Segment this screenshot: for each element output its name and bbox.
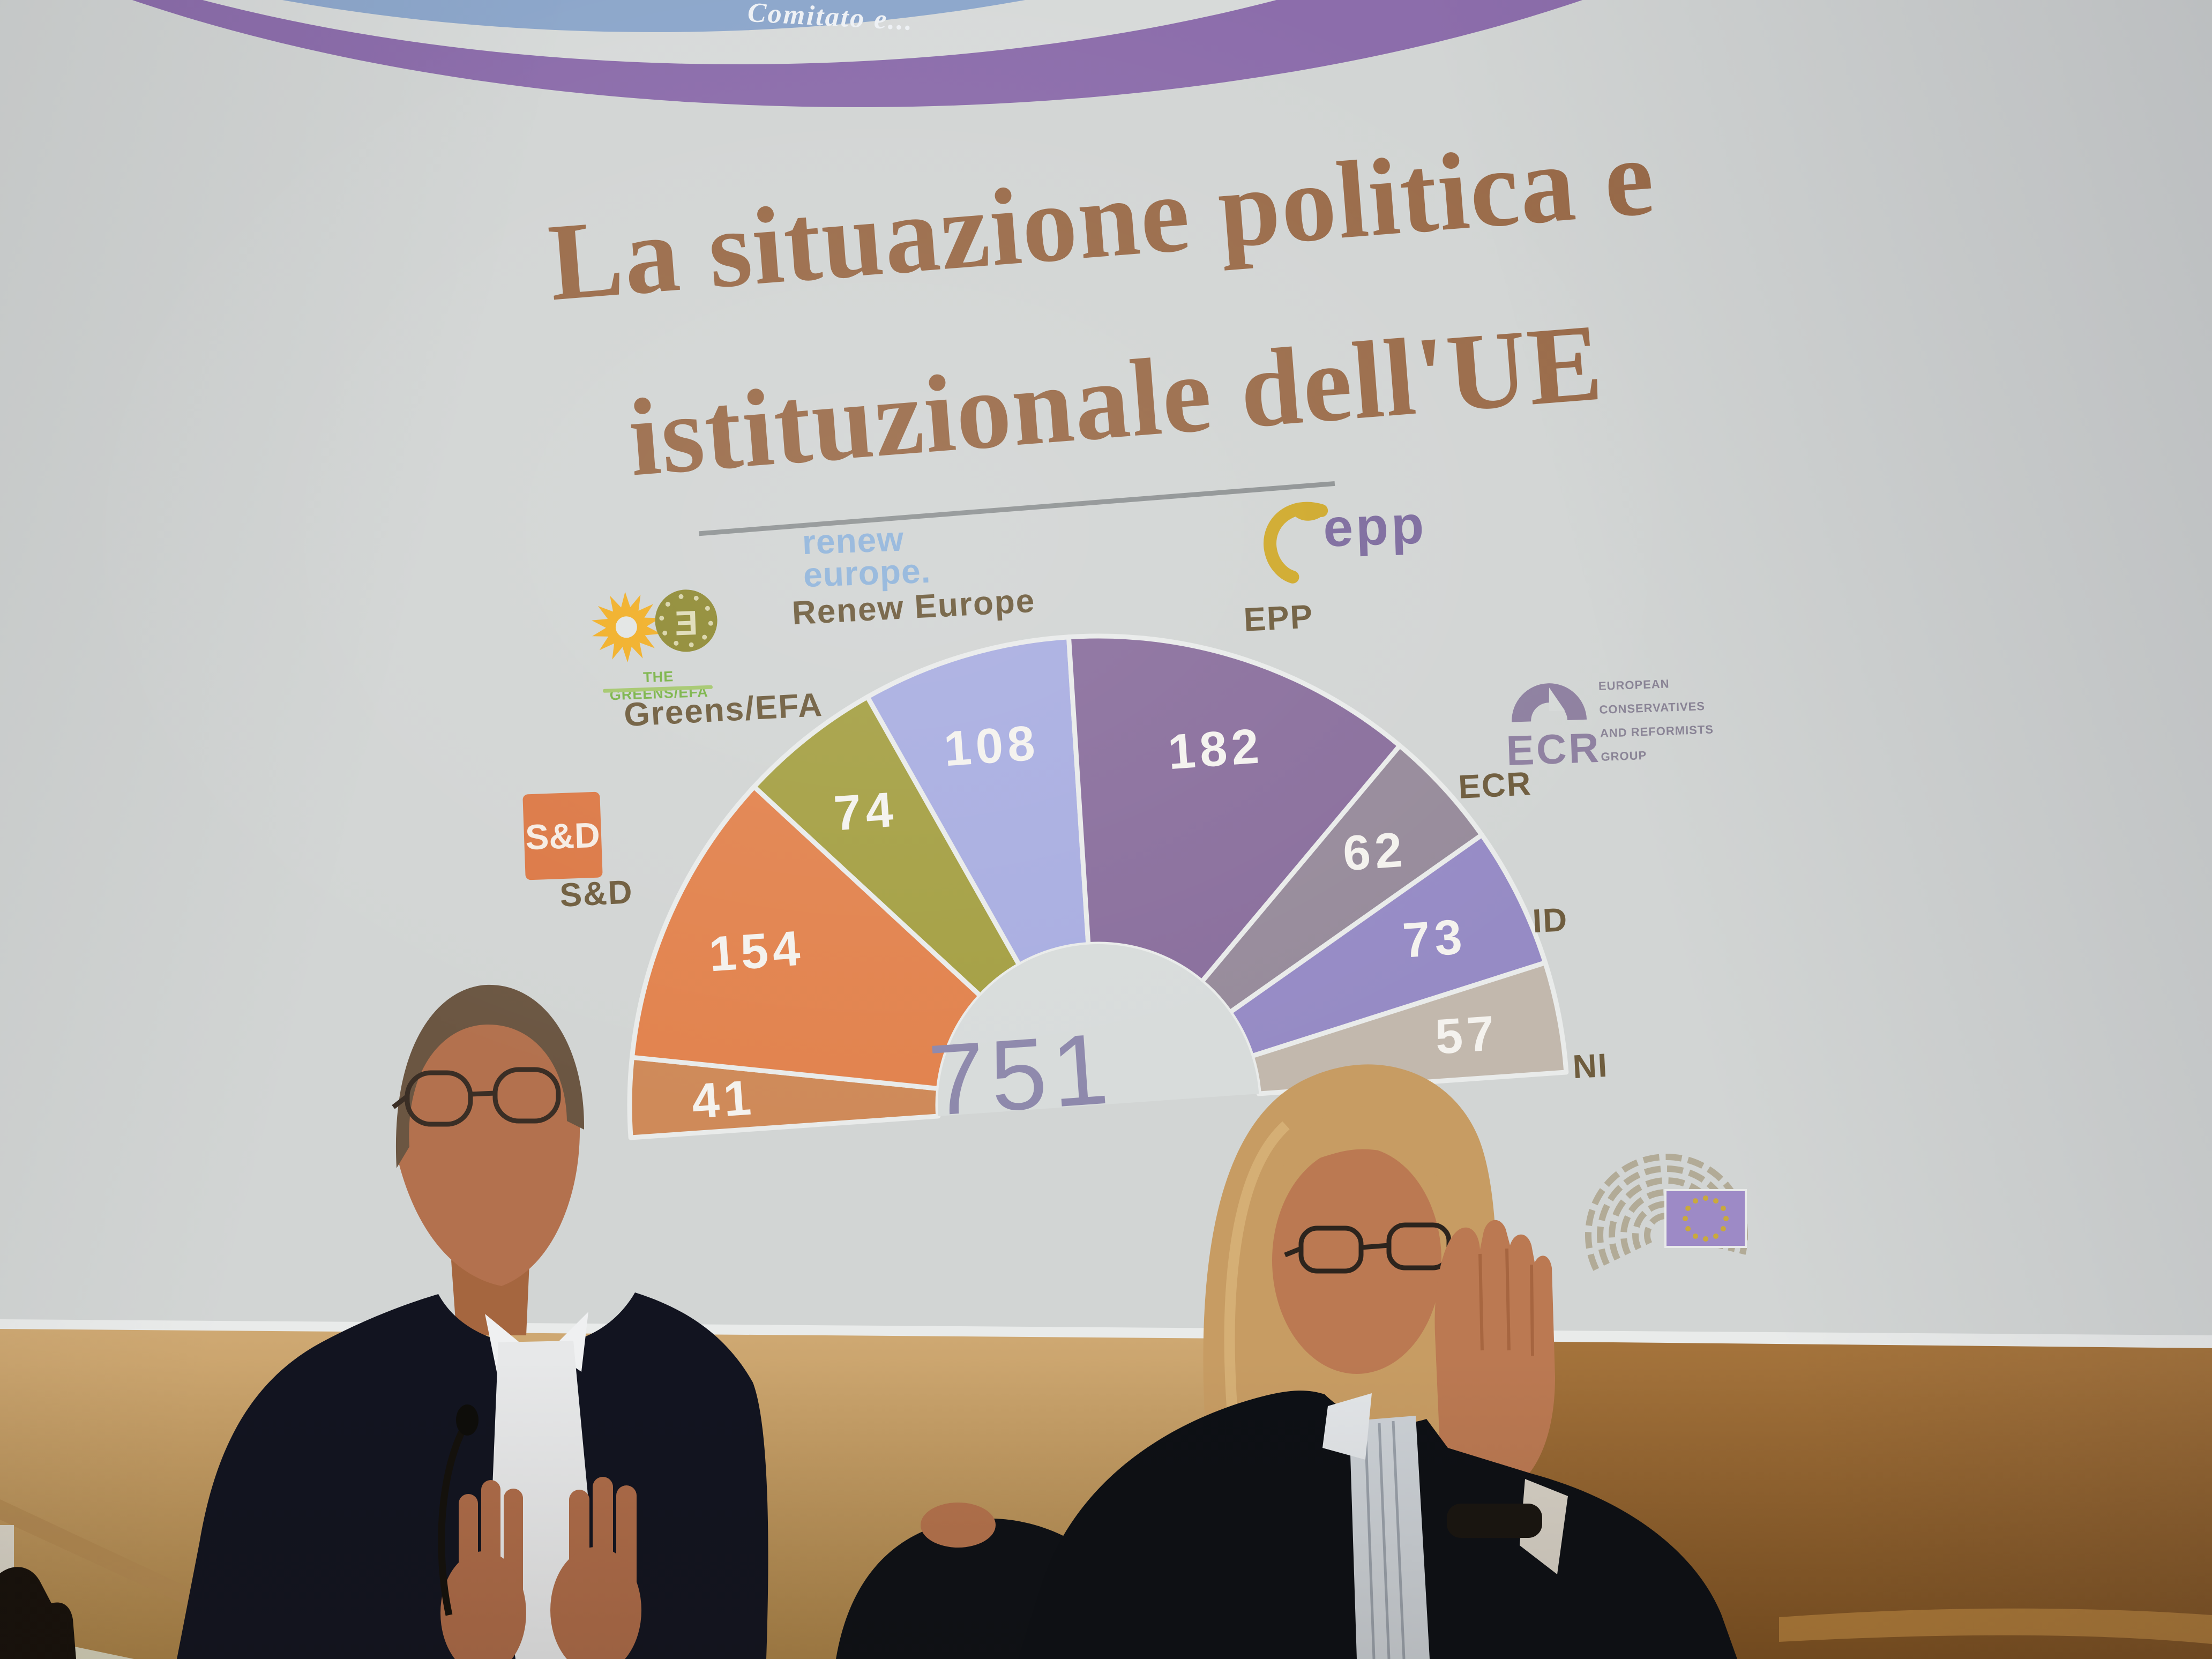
woman-hand-on-cheek (1434, 1220, 1555, 1483)
eu-flag (1664, 1189, 1747, 1248)
woman-shirt (1349, 1416, 1430, 1659)
woman-hair-fringe (1280, 1106, 1456, 1195)
chart-center-disc (938, 944, 1259, 1116)
woman-shirt-stripes (1364, 1421, 1406, 1659)
woman-lapel-light (1520, 1479, 1568, 1574)
mic-stand-object (0, 1567, 76, 1659)
seat-count-Greens/EFA: 74 (832, 782, 899, 841)
sunflower-icon: Ǝ (592, 589, 718, 663)
man-silhouette (177, 984, 768, 1659)
woman-finger-lines (1478, 1248, 1534, 1356)
greens-efa-logo: Ǝ THE GREENS/EFA (589, 585, 733, 703)
epp-logo: epp (1258, 489, 1475, 588)
woman-watch (1447, 1504, 1542, 1538)
seat-count-EPP: 182 (1166, 719, 1265, 780)
woman-hair-highlight (1224, 1121, 1290, 1415)
woman-face (1272, 1147, 1441, 1374)
seat-count-S&D: 154 (707, 921, 806, 982)
seat-count-ID: 73 (1401, 909, 1468, 968)
microphone (438, 1425, 467, 1616)
seat-count-ECR: 62 (1341, 822, 1408, 881)
seat-count-NI: 57 (1433, 1006, 1500, 1065)
svg-text:Ǝ: Ǝ (674, 603, 698, 642)
hemicycle-group: 41 154 74 108 182 62 73 57 751 (627, 633, 1569, 1140)
seat-count-Renew Europe: 108 (942, 715, 1041, 776)
slide-badge-ellipse (132, 0, 1582, 107)
ecr-arch-icon (1512, 683, 1587, 722)
screen-bottom-edge (0, 1319, 2212, 1350)
epp-swoosh-icon (1264, 502, 1328, 584)
seat-count-0: 41 (690, 1070, 757, 1129)
european-parliament-logo (1585, 1154, 1748, 1271)
woman-right-hand (921, 1503, 996, 1548)
eu-flag-stars (1683, 1195, 1729, 1242)
man-hands (440, 1477, 641, 1659)
microphone-head (456, 1404, 479, 1436)
man-hair (395, 984, 585, 1168)
woman-shirt-collar (1322, 1393, 1372, 1460)
man-glasses (392, 1067, 561, 1127)
ecr-logo: ECR EUROPEAN CONSERVATIVES AND REFORMIST… (1504, 667, 1754, 798)
woman-silhouette (836, 1064, 1737, 1659)
total-seats-label: 751 (925, 1012, 1117, 1137)
